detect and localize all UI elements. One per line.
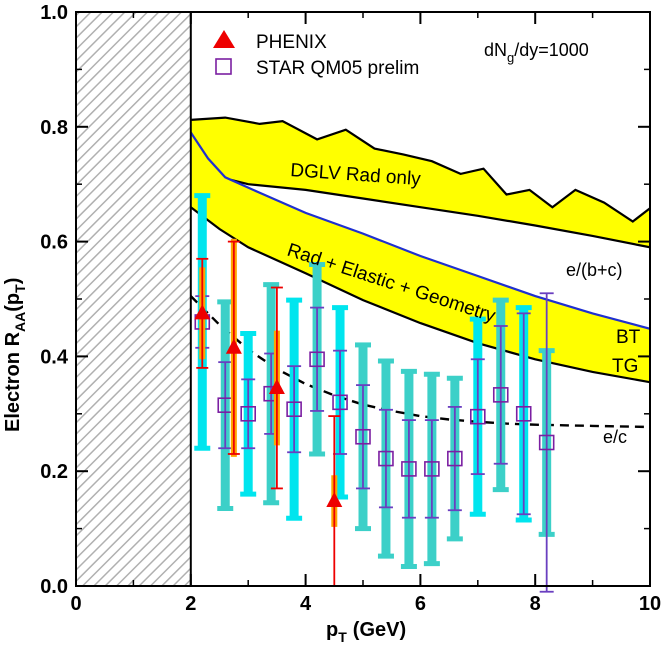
star-marker [447, 450, 463, 467]
legend: PHENIX STAR QM05 prelim [213, 30, 419, 79]
phenix-data-series [194, 238, 343, 587]
legend-label-phenix: PHENIX [256, 32, 327, 53]
phenix-point [268, 286, 285, 490]
y-tick-label: 0.6 [40, 232, 68, 254]
band-fill-2 [190, 132, 650, 383]
phenix-marker [225, 338, 242, 354]
star-point [400, 368, 417, 569]
legend-marker-star [215, 58, 232, 75]
x-tick-label: 6 [415, 593, 426, 615]
curve-label-tg: TG [612, 356, 638, 377]
theory-bands [189, 116, 650, 384]
star-point [309, 262, 326, 457]
y-tick-label: 1.0 [40, 2, 68, 24]
star-point [538, 292, 555, 593]
star-point [377, 358, 394, 559]
star-marker [309, 351, 325, 368]
annotation-dndy: dNg/dy=1000 [484, 40, 589, 65]
star-point [355, 342, 371, 532]
band-lower-2 [190, 206, 650, 384]
star-point [332, 305, 349, 500]
curve-label-c: e/c [603, 427, 627, 447]
curve-label-bc: e/(b+c) [566, 260, 623, 280]
y-axis-title: Electron RAA(pT) [2, 278, 28, 432]
y-tick-label: 0.4 [40, 346, 69, 368]
star-marker [469, 408, 486, 425]
legend-label-star: STAR QM05 prelim [256, 58, 419, 79]
band-upper-2 [189, 131, 650, 330]
star-marker [401, 461, 417, 477]
star-point [515, 305, 532, 523]
star-marker [492, 387, 509, 403]
x-tick-label: 10 [639, 593, 661, 615]
x-tick-label: 8 [530, 593, 541, 615]
x-axis-title: pT (GeV) [326, 619, 406, 645]
phenix-marker [194, 304, 211, 320]
phenix-point [225, 238, 242, 457]
y-tick-label: 0.2 [40, 461, 68, 483]
x-tick-label: 4 [300, 593, 312, 615]
excluded-region [76, 12, 191, 586]
phenix-marker [268, 378, 285, 394]
star-point [492, 297, 509, 493]
curve-label-bt: BT [616, 327, 641, 348]
star-point [240, 330, 257, 497]
star-marker [538, 434, 555, 451]
x-tick-label: 2 [185, 593, 196, 615]
star-point [469, 316, 486, 517]
x-tick-label: 0 [70, 593, 81, 615]
star-point [446, 375, 463, 542]
axis-tick-labels: 0 2 4 6 8 10 0.0 0.2 0.4 0.6 0.8 1.0 [40, 2, 661, 615]
star-point [286, 297, 303, 521]
band-upper-1 [190, 116, 650, 223]
star-marker [424, 461, 440, 477]
star-marker [378, 450, 394, 467]
star-marker [515, 405, 532, 422]
star-marker [355, 428, 371, 445]
y-tick-label: 0.8 [40, 117, 68, 139]
legend-marker-phenix [213, 30, 235, 48]
axis-ticks [75, 11, 651, 587]
star-marker [286, 401, 302, 418]
star-marker [240, 405, 256, 422]
y-tick-label: 0.0 [40, 576, 68, 598]
band-fill-1 [190, 117, 650, 248]
star-point [423, 371, 440, 567]
star-marker [332, 394, 348, 411]
star-point [217, 299, 234, 512]
phenix-marker [326, 492, 343, 508]
phenix-point [194, 257, 211, 369]
